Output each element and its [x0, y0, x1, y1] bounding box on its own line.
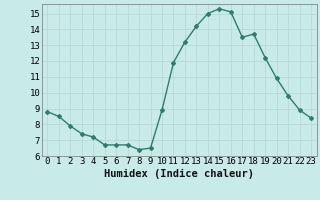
X-axis label: Humidex (Indice chaleur): Humidex (Indice chaleur) [104, 169, 254, 179]
